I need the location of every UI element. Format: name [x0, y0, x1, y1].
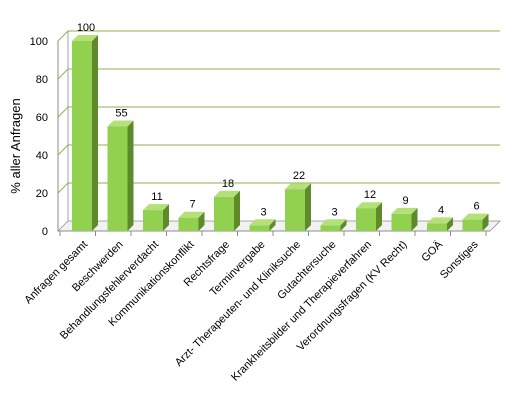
bar [356, 202, 382, 231]
x-tick-label: Anfragen gesamt [22, 239, 90, 307]
gridline-diagonal [57, 68, 69, 80]
axes [57, 31, 490, 236]
data-label: 7 [189, 199, 195, 211]
data-label: 9 [402, 195, 408, 207]
bar-top [178, 211, 205, 218]
bar [249, 219, 276, 231]
bar-side [92, 35, 98, 231]
data-label: 3 [331, 206, 337, 218]
bar [214, 190, 240, 231]
bar-front [72, 41, 92, 231]
bar [462, 213, 489, 231]
bar-top [107, 120, 134, 127]
data-label: 4 [438, 204, 444, 216]
bar-top [427, 217, 453, 224]
data-label: 18 [222, 178, 234, 190]
bar-front [391, 213, 412, 231]
gridline-diagonal [57, 144, 69, 156]
bar-side [482, 213, 489, 231]
bar [320, 219, 347, 231]
bar [285, 183, 311, 231]
y-tick-label: 80 [36, 74, 48, 86]
bar-side [376, 202, 382, 231]
bar-top [285, 183, 311, 190]
bar [72, 35, 98, 231]
x-tick-label: Sonstiges [438, 238, 481, 281]
y-tick-label: 20 [36, 188, 48, 200]
bar-side [198, 211, 205, 231]
gridlines [57, 30, 500, 194]
bar-front [462, 219, 483, 231]
y-axis-label: % aller Anfragen [8, 98, 23, 193]
bar-front [143, 210, 163, 231]
bar-side [305, 183, 311, 231]
bar [178, 211, 205, 231]
y-tick-label: 0 [42, 226, 48, 238]
bar-front [249, 225, 270, 231]
bar-front [285, 189, 305, 231]
bar-side [127, 120, 134, 231]
data-label: 55 [115, 108, 127, 120]
data-label: 12 [364, 189, 376, 201]
data-label: 3 [260, 206, 266, 218]
x-tick-labels: Anfragen gesamtBeschwerdenBehandlungsfeh… [22, 238, 481, 383]
data-labels: 100 55 11 7 18 3 22 3 12 9 4 6 [77, 22, 480, 218]
bar-side [163, 204, 169, 231]
gridline-diagonal [57, 182, 69, 194]
bar-side [269, 219, 276, 231]
bar-front [320, 225, 341, 231]
bar [427, 217, 453, 231]
bar-top [320, 219, 347, 226]
gridline-diagonal [57, 30, 69, 42]
bars [72, 35, 489, 231]
bar-front [214, 196, 234, 231]
bar-top [249, 219, 276, 226]
bar-side [411, 207, 418, 231]
x-tick-label: GOÄ [419, 238, 445, 264]
bar-side [447, 217, 453, 231]
data-label: 100 [77, 22, 95, 34]
data-label: 22 [293, 170, 305, 182]
bar-front [356, 208, 376, 231]
bar [143, 204, 169, 231]
y-tick-label: 40 [36, 150, 48, 162]
y-tick-label: 60 [36, 112, 48, 124]
bar-top [462, 213, 489, 220]
gridline-diagonal [57, 106, 69, 118]
y-tick-label: 100 [30, 36, 48, 48]
x-tick-label: Arzt- Therapeuten- und Kliniksuche [173, 239, 303, 369]
bar-front [427, 223, 447, 231]
bar-top [214, 190, 240, 197]
bar [391, 207, 418, 231]
data-label: 6 [473, 201, 479, 213]
bar-side [234, 190, 240, 231]
bar-top [391, 207, 418, 214]
bar-front [178, 217, 199, 231]
bar-top [72, 35, 98, 41]
bar [107, 120, 134, 231]
bar-top [356, 202, 382, 209]
bar-front [107, 126, 128, 231]
data-label: 11 [151, 191, 162, 203]
bar-top [143, 204, 169, 211]
bar-side [340, 219, 347, 231]
y-tick-labels: 0 20 40 60 80 100 [30, 36, 48, 238]
